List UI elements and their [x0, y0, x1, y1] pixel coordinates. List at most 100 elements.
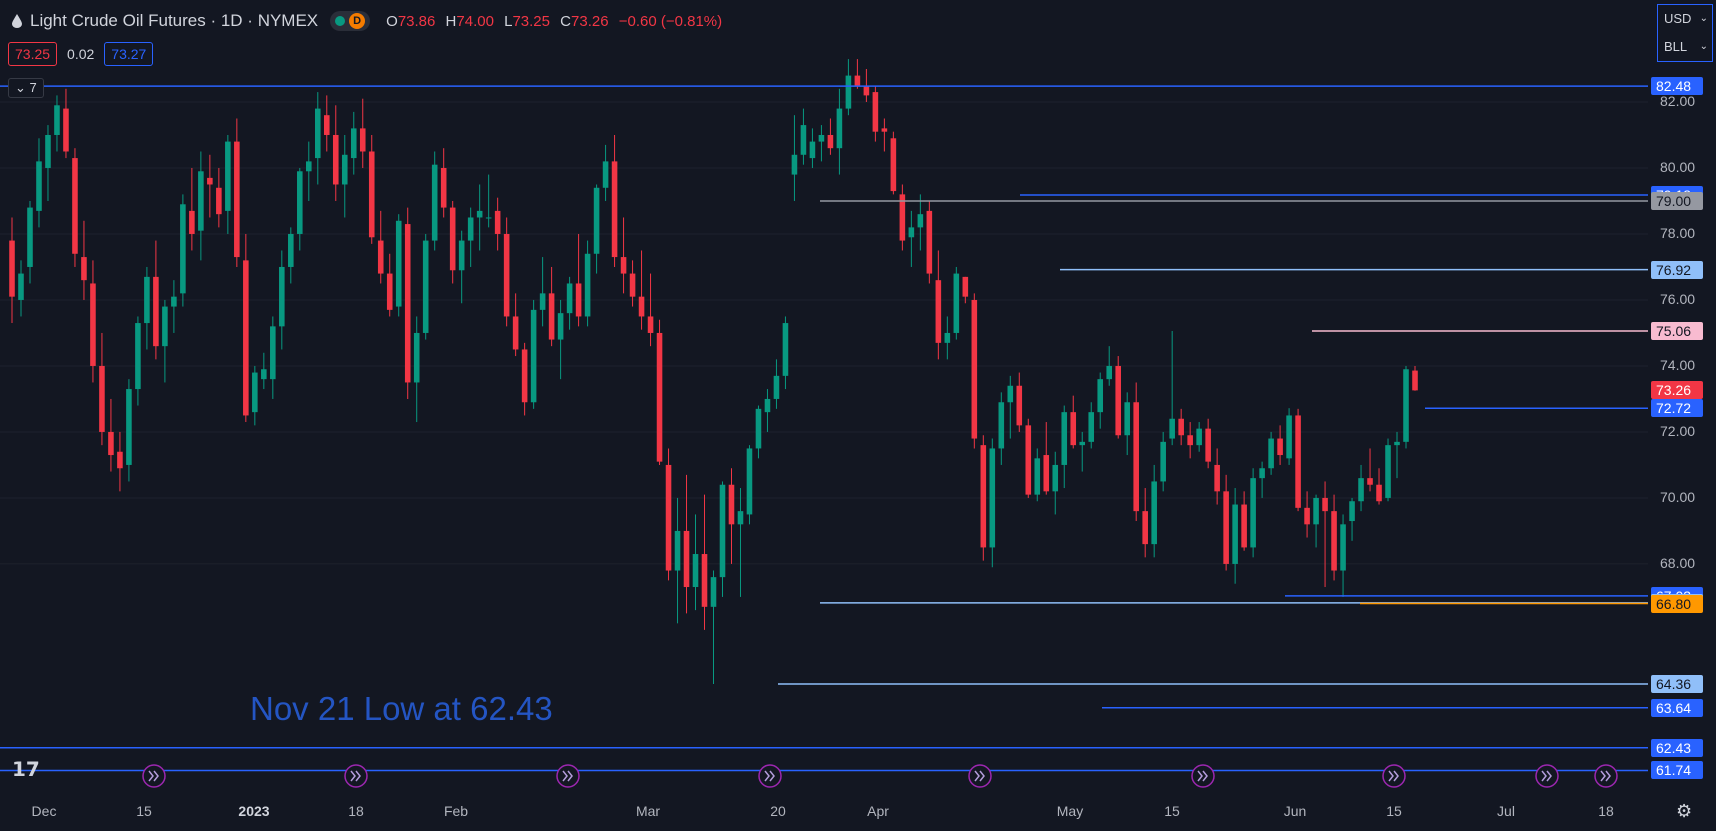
candle-body — [1349, 501, 1355, 522]
candle-body — [737, 511, 744, 525]
interval-badge: D — [349, 13, 366, 29]
candle-body — [719, 484, 726, 578]
candle-body — [872, 92, 879, 132]
candle-body — [773, 375, 780, 399]
candle-body — [458, 240, 465, 271]
candle-body — [297, 171, 303, 234]
candle-body — [782, 323, 789, 376]
market-status-badge[interactable]: D — [330, 11, 371, 31]
candle-body — [72, 158, 78, 254]
candle-body — [755, 408, 762, 449]
candle-body — [701, 554, 708, 607]
candle-body — [332, 134, 339, 185]
candle-body — [656, 332, 663, 462]
candle-body — [9, 240, 15, 297]
chevron-right-icon — [974, 770, 985, 782]
candle-body — [1196, 428, 1202, 446]
chevron-down-icon: ⌄ — [15, 80, 26, 95]
chevron-down-icon: ⌄ — [1699, 41, 1708, 52]
candle-body — [377, 240, 384, 274]
change-value: −0.60 (−0.81%) — [618, 12, 723, 30]
price-level-tag[interactable]: 61.74 — [1651, 761, 1703, 780]
price-level-tag[interactable]: 66.80 — [1651, 594, 1703, 613]
candle-body — [180, 204, 186, 294]
candle-body — [225, 141, 231, 211]
candle-body — [1376, 484, 1382, 502]
price-level-tag[interactable]: 73.26 — [1651, 381, 1703, 400]
candle-body — [629, 273, 636, 297]
y-tick-label: 76.00 — [1660, 290, 1696, 307]
candle-body — [998, 402, 1005, 449]
candle-body — [791, 154, 798, 175]
price-level-tag[interactable]: 75.06 — [1651, 321, 1703, 340]
chevron-right-icon — [1388, 770, 1399, 782]
price-level-tag[interactable]: 79.00 — [1651, 191, 1703, 210]
candle-body — [126, 389, 132, 465]
x-tick-label: Apr — [867, 803, 889, 819]
chevron-right-icon — [350, 770, 361, 782]
candle-body — [81, 257, 87, 281]
candle-body — [1124, 402, 1130, 436]
candle-body — [1232, 504, 1238, 564]
price-level-tag[interactable]: 64.36 — [1651, 675, 1703, 694]
candle-body — [827, 134, 834, 149]
candle-body — [1097, 379, 1104, 413]
y-tick-label: 68.00 — [1660, 554, 1696, 571]
gear-icon[interactable]: ⚙ — [1676, 801, 1693, 821]
price-level-tag[interactable]: 82.48 — [1651, 77, 1703, 96]
oil-drop-icon — [12, 14, 22, 28]
candle-body — [234, 141, 240, 258]
spread-value: 0.02 — [67, 46, 95, 62]
chevron-right-icon — [1600, 770, 1611, 782]
candle-body — [144, 276, 150, 324]
currency-select[interactable]: USD ⌄ — [1658, 5, 1712, 33]
candle-body — [440, 167, 447, 208]
price-level-tag[interactable]: 72.72 — [1651, 399, 1703, 418]
chevron-right-icon — [1197, 770, 1208, 782]
candle-body — [1412, 370, 1418, 391]
candle-body — [638, 296, 645, 317]
y-tick-label: 80.00 — [1660, 158, 1696, 175]
candle-body — [449, 207, 456, 271]
buy-button[interactable]: 73.27 — [104, 42, 154, 66]
candle-body — [521, 349, 528, 403]
chevron-right-icon — [148, 770, 159, 782]
candle-body — [395, 220, 402, 307]
candle-body — [422, 240, 429, 333]
currency-unit-selector[interactable]: USD ⌄ BLL ⌄ — [1657, 4, 1713, 62]
candle-body — [953, 273, 960, 333]
price-level-tag[interactable]: 62.43 — [1651, 738, 1703, 757]
symbol-title[interactable]: Light Crude Oil Futures · 1D · NYMEX — [30, 11, 319, 30]
chevron-right-icon — [562, 770, 573, 782]
candle-body — [710, 577, 717, 607]
x-tick-label: Jul — [1497, 803, 1515, 819]
unit-select[interactable]: BLL ⌄ — [1658, 33, 1712, 61]
candle-body — [620, 257, 627, 274]
indicators-toggle[interactable]: ⌄ 7 — [8, 78, 44, 98]
y-tick-label: 70.00 — [1660, 488, 1696, 505]
candle-body — [270, 326, 276, 380]
candle-body — [108, 431, 114, 456]
candle-body — [1286, 415, 1292, 459]
x-tick-label: 15 — [1386, 803, 1402, 819]
candle-body — [1403, 369, 1409, 442]
candle-body — [1160, 441, 1166, 482]
candle-body — [341, 154, 348, 185]
candle-body — [1007, 385, 1014, 403]
candle-body — [746, 448, 753, 515]
candle-body — [1268, 438, 1274, 469]
price-level-tag[interactable]: 63.64 — [1651, 698, 1703, 717]
candle-body — [899, 194, 906, 241]
candle-body — [1277, 438, 1283, 456]
chevron-right-icon — [764, 770, 775, 782]
candle-body — [1295, 415, 1301, 508]
tradingview-logo: 𝟭𝟳 — [12, 759, 40, 781]
candle-body — [566, 283, 573, 314]
x-tick-label: Dec — [31, 803, 57, 819]
candle-body — [926, 210, 933, 274]
candle-body — [306, 161, 312, 172]
sell-button[interactable]: 73.25 — [8, 42, 58, 66]
price-level-tag[interactable]: 76.92 — [1651, 260, 1703, 279]
event-marker-icon — [758, 764, 782, 788]
